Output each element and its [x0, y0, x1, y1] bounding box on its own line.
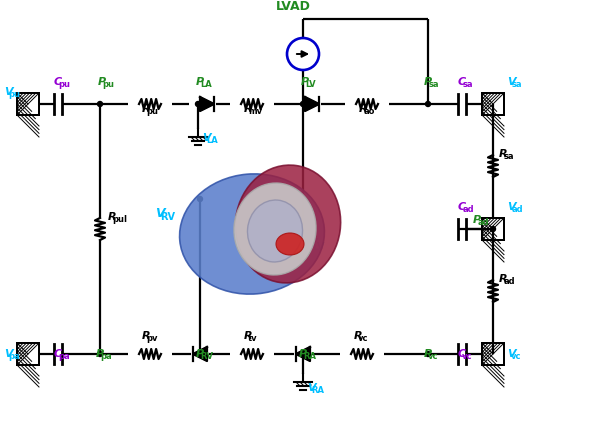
- Text: mv: mv: [248, 107, 262, 116]
- Text: ad: ad: [511, 205, 523, 214]
- Text: RV: RV: [160, 212, 175, 221]
- Text: pu: pu: [146, 107, 158, 116]
- Text: R: R: [142, 330, 151, 340]
- Text: ao: ao: [363, 107, 374, 116]
- Ellipse shape: [235, 166, 341, 283]
- Text: R: R: [142, 104, 151, 114]
- Bar: [17, 94, 39, 116]
- Text: C: C: [458, 77, 466, 87]
- Bar: [482, 94, 504, 116]
- Text: LA: LA: [200, 80, 212, 89]
- Circle shape: [426, 102, 431, 107]
- Text: ad: ad: [503, 276, 515, 286]
- Text: vc: vc: [462, 351, 473, 360]
- Bar: [482, 218, 504, 240]
- Circle shape: [98, 102, 103, 107]
- Circle shape: [490, 227, 496, 232]
- Text: V: V: [202, 133, 210, 143]
- Ellipse shape: [247, 200, 303, 262]
- Bar: [482, 94, 504, 116]
- Text: RV: RV: [200, 351, 213, 360]
- Text: sa: sa: [503, 152, 514, 161]
- Polygon shape: [193, 347, 207, 361]
- Text: C: C: [54, 348, 62, 358]
- Text: vc: vc: [511, 351, 522, 360]
- Text: sa: sa: [462, 80, 473, 89]
- Text: V: V: [507, 348, 516, 358]
- Text: V: V: [4, 87, 13, 97]
- Text: R: R: [354, 330, 362, 340]
- Text: P: P: [424, 348, 432, 358]
- Text: pu: pu: [8, 90, 20, 99]
- Circle shape: [195, 102, 201, 107]
- Text: C: C: [54, 77, 62, 87]
- Text: C: C: [458, 348, 466, 358]
- Text: R: R: [108, 212, 116, 221]
- Text: P: P: [96, 348, 104, 358]
- Text: ad: ad: [477, 218, 489, 227]
- Bar: [17, 343, 39, 365]
- Text: V: V: [507, 77, 516, 87]
- Text: LA: LA: [206, 136, 218, 144]
- Text: RA: RA: [303, 351, 316, 360]
- Text: RA: RA: [311, 385, 324, 394]
- Polygon shape: [305, 98, 319, 112]
- Circle shape: [300, 102, 306, 107]
- Text: LV: LV: [312, 241, 324, 252]
- Ellipse shape: [234, 184, 316, 275]
- Text: P: P: [98, 77, 106, 87]
- Circle shape: [98, 352, 103, 356]
- Text: V: V: [307, 237, 317, 249]
- Text: LV: LV: [305, 80, 316, 89]
- Bar: [482, 343, 504, 365]
- Polygon shape: [296, 347, 310, 361]
- Polygon shape: [200, 98, 214, 112]
- Text: R: R: [499, 149, 508, 159]
- Circle shape: [426, 352, 431, 356]
- Bar: [17, 94, 39, 116]
- Circle shape: [198, 197, 203, 202]
- Text: V: V: [507, 202, 516, 212]
- Text: pul: pul: [112, 215, 127, 224]
- Ellipse shape: [276, 233, 304, 255]
- Text: C: C: [458, 202, 466, 212]
- Text: V: V: [4, 348, 13, 358]
- Text: P: P: [301, 77, 309, 87]
- Circle shape: [300, 352, 306, 356]
- Text: tv: tv: [248, 333, 258, 342]
- Text: P: P: [196, 348, 204, 358]
- Ellipse shape: [180, 175, 324, 295]
- Text: P: P: [424, 77, 432, 87]
- Text: R: R: [499, 273, 508, 283]
- Text: pu: pu: [102, 80, 114, 89]
- Text: V: V: [307, 382, 315, 392]
- Text: ad: ad: [462, 205, 474, 214]
- Text: sa: sa: [511, 80, 522, 89]
- Text: V: V: [155, 206, 165, 219]
- Text: pa: pa: [100, 351, 112, 360]
- Circle shape: [300, 257, 306, 262]
- Text: R: R: [359, 104, 368, 114]
- Bar: [17, 343, 39, 365]
- Text: vc: vc: [428, 351, 438, 360]
- Text: pv: pv: [146, 333, 157, 342]
- Text: P: P: [299, 348, 307, 358]
- Text: vc: vc: [358, 333, 368, 342]
- Text: pa: pa: [58, 351, 70, 360]
- Text: P: P: [473, 215, 481, 224]
- Text: pu: pu: [58, 80, 70, 89]
- Bar: [482, 343, 504, 365]
- Circle shape: [198, 352, 203, 356]
- Text: R: R: [244, 330, 253, 340]
- Text: pa: pa: [8, 351, 20, 360]
- Bar: [482, 218, 504, 240]
- Text: P: P: [196, 77, 204, 87]
- Text: R: R: [244, 104, 253, 114]
- Text: LVAD: LVAD: [276, 0, 311, 13]
- Text: sa: sa: [428, 80, 438, 89]
